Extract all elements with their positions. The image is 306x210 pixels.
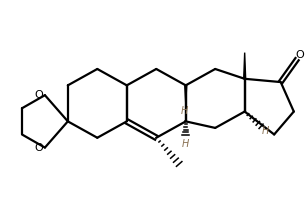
Text: H: H — [181, 106, 188, 116]
Polygon shape — [244, 52, 246, 79]
Text: O: O — [35, 90, 43, 100]
Polygon shape — [185, 85, 187, 103]
Text: O: O — [295, 50, 304, 60]
Text: O: O — [35, 143, 43, 153]
Text: H: H — [182, 139, 189, 149]
Text: H: H — [261, 126, 269, 136]
